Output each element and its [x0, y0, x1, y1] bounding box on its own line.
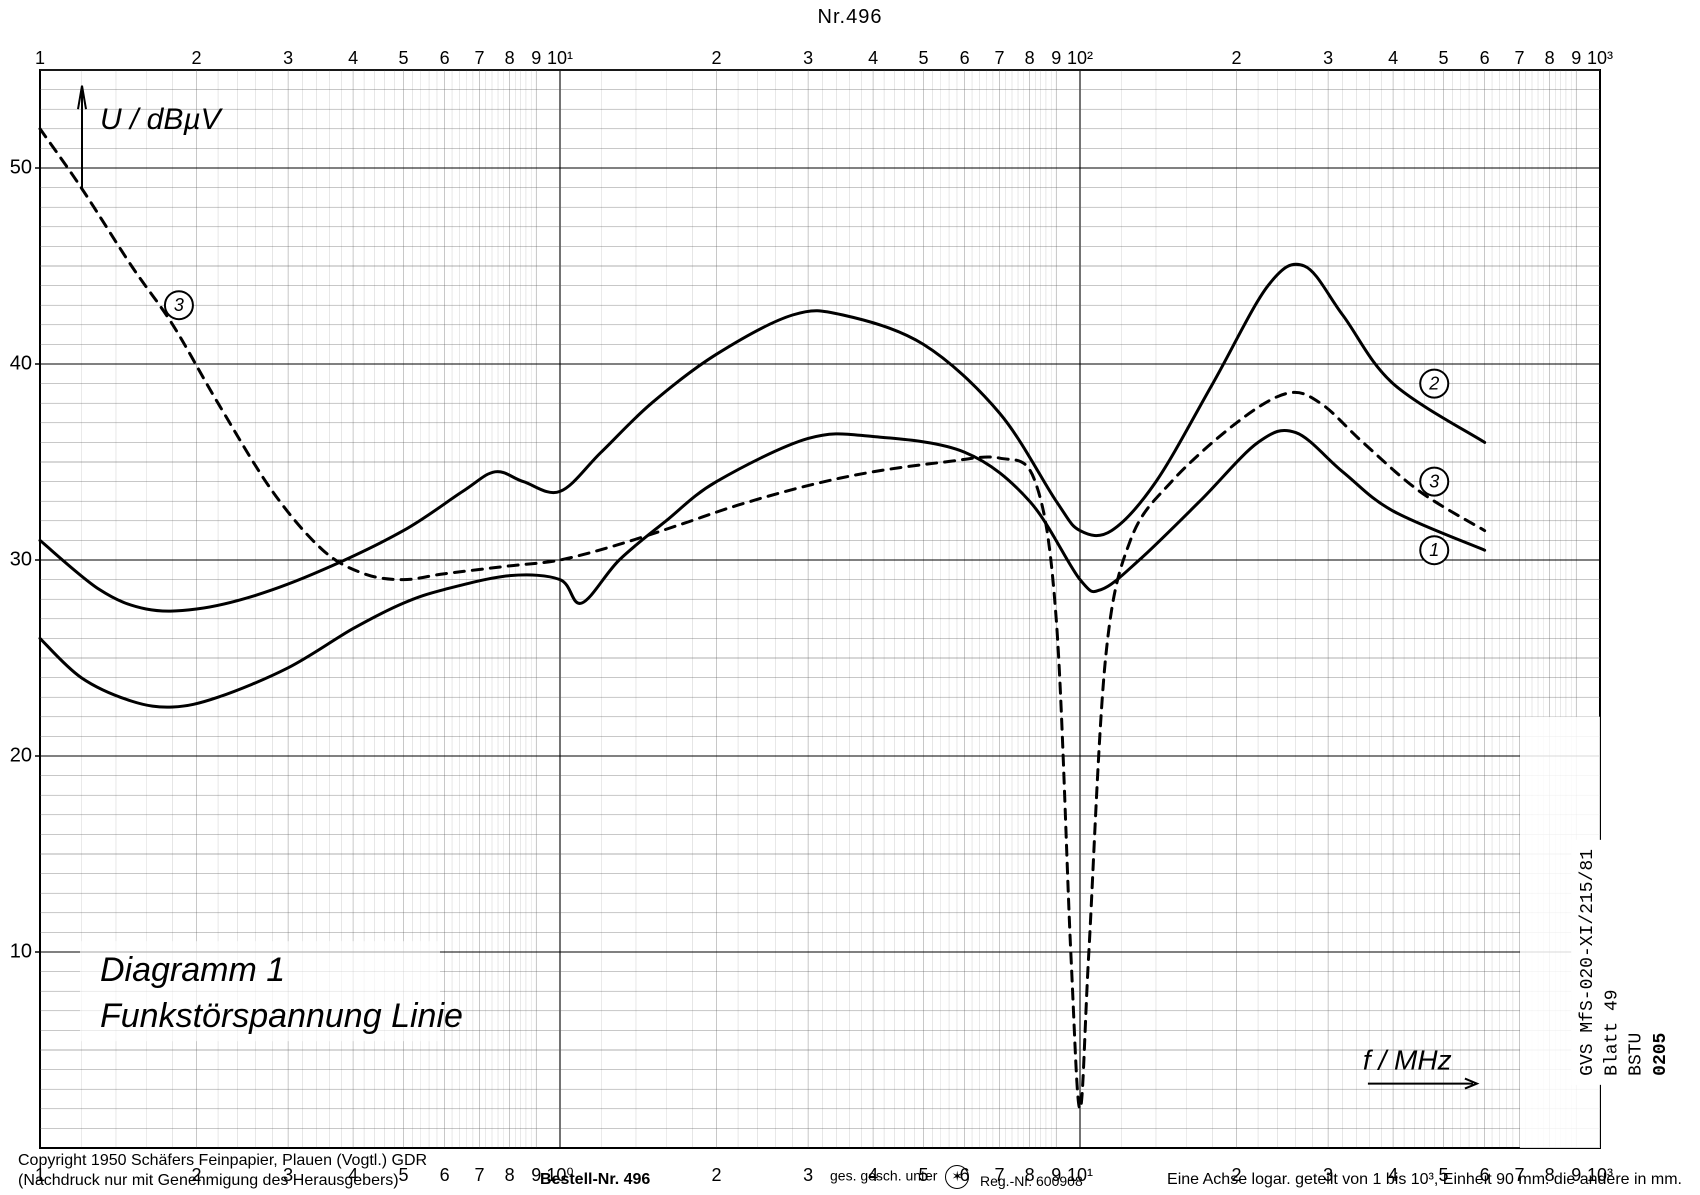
svg-text:3: 3: [803, 48, 813, 68]
archive-stamp: GVS MfS-020-XI/215/81 Blatt 49 BSTU 0205: [1571, 840, 1678, 1085]
svg-text:10³: 10³: [1587, 48, 1613, 68]
footer-copyright-2: (Nachdruck nur mit Genehmigung des Herau…: [18, 1172, 399, 1189]
footer-ges-gesch-text: ges. gesch. unter: [830, 1168, 937, 1184]
footer-ges-gesch: ges. gesch. unter: [830, 1165, 973, 1189]
svg-text:10¹: 10¹: [547, 48, 573, 68]
svg-text:6: 6: [1480, 48, 1490, 68]
svg-text:1: 1: [35, 48, 45, 68]
svg-text:5: 5: [918, 48, 928, 68]
svg-text:8: 8: [1545, 48, 1555, 68]
svg-text:Funkstörspannung Linie: Funkstörspannung Linie: [100, 997, 463, 1035]
footer-axis-note: Eine Achse logar. geteilt von 1 bis 10³,…: [1167, 1171, 1682, 1189]
svg-text:5: 5: [398, 48, 408, 68]
stamp-line-2: Blatt 49: [1602, 990, 1622, 1076]
svg-text:4: 4: [1388, 48, 1398, 68]
svg-text:3: 3: [283, 48, 293, 68]
curve-2: [40, 264, 1485, 611]
svg-text:3: 3: [174, 295, 184, 315]
footer-copyright: Copyright 1950 Schäfers Feinpapier, Plau…: [18, 1151, 427, 1191]
curve-1: [40, 430, 1485, 707]
svg-text:1: 1: [1429, 540, 1439, 560]
svg-text:Diagramm 1: Diagramm 1: [100, 951, 285, 989]
svg-text:6: 6: [960, 48, 970, 68]
trademark-icon: [945, 1165, 969, 1189]
svg-text:7: 7: [1514, 48, 1524, 68]
svg-text:3: 3: [1323, 48, 1333, 68]
svg-text:20: 20: [10, 744, 32, 766]
svg-text:9: 9: [531, 48, 541, 68]
svg-text:2: 2: [192, 48, 202, 68]
svg-text:7: 7: [474, 48, 484, 68]
svg-text:40: 40: [10, 352, 32, 374]
page-header-number: Nr.496: [818, 6, 883, 29]
svg-text:8: 8: [505, 1165, 515, 1185]
svg-text:8: 8: [505, 48, 515, 68]
svg-text:7: 7: [474, 1165, 484, 1185]
svg-text:10: 10: [10, 940, 32, 962]
svg-text:4: 4: [348, 48, 358, 68]
svg-text:2: 2: [712, 48, 722, 68]
svg-text:2: 2: [1232, 48, 1242, 68]
svg-text:6: 6: [440, 1165, 450, 1185]
svg-text:2: 2: [712, 1165, 722, 1185]
svg-text:10²: 10²: [1067, 48, 1093, 68]
svg-text:2: 2: [1428, 373, 1439, 393]
svg-text:3: 3: [1429, 471, 1439, 491]
stamp-line-4: 0205: [1651, 1033, 1671, 1076]
svg-text:30: 30: [10, 548, 32, 570]
svg-text:9: 9: [1051, 48, 1061, 68]
svg-text:3: 3: [803, 1165, 813, 1185]
svg-text:f / MHz: f / MHz: [1363, 1045, 1452, 1076]
svg-text:6: 6: [440, 48, 450, 68]
svg-text:50: 50: [10, 156, 32, 178]
stamp-line-3: BSTU: [1626, 1033, 1646, 1076]
svg-text:9: 9: [1571, 48, 1581, 68]
svg-text:7: 7: [994, 48, 1004, 68]
svg-text:5: 5: [1438, 48, 1448, 68]
footer-copyright-1: Copyright 1950 Schäfers Feinpapier, Plau…: [18, 1152, 427, 1169]
diagram-chart: 12345678910¹2345678910²2345678910³123456…: [0, 30, 1700, 1190]
svg-text:U / dBµV: U / dBµV: [100, 103, 224, 136]
page-root: Nr.496 12345678910¹2345678910²2345678910…: [0, 0, 1700, 1195]
svg-text:4: 4: [868, 48, 878, 68]
svg-text:8: 8: [1025, 48, 1035, 68]
stamp-line-1: GVS MfS-020-XI/215/81: [1578, 849, 1598, 1076]
footer-bestell-nr: Bestell-Nr. 496: [540, 1171, 650, 1189]
footer-reg-nr: Reg.-Nr. 600908: [980, 1173, 1083, 1189]
